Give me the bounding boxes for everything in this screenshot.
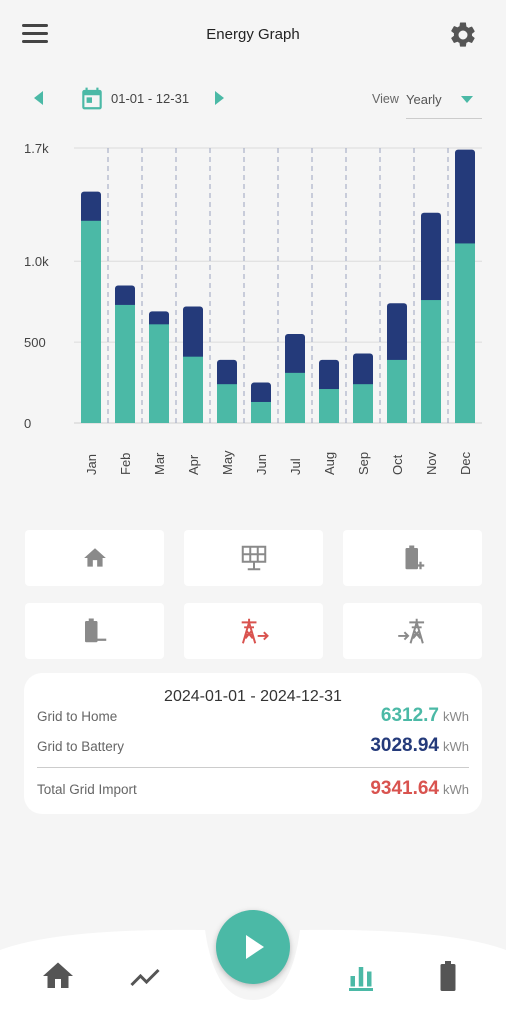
- summary-value: 6312.7: [380, 705, 439, 726]
- next-period-button[interactable]: [215, 91, 224, 105]
- view-label: View: [372, 92, 399, 106]
- bar-grid-to-battery: [251, 382, 271, 406]
- x-tick-label: Mar: [152, 452, 167, 475]
- summary-value: 3028.94: [370, 735, 439, 756]
- grid-import-category-button[interactable]: [343, 603, 482, 659]
- bar-grid-to-battery: [149, 311, 169, 329]
- play-icon: [246, 935, 264, 959]
- y-tick-label: 1.7k: [24, 141, 49, 156]
- y-tick-label: 0: [24, 416, 31, 431]
- bar-grid-to-home: [183, 356, 203, 423]
- battery-discharge-icon: [84, 618, 106, 643]
- previous-period-button[interactable]: [34, 91, 43, 105]
- x-tick-label: Jan: [84, 454, 99, 475]
- battery-discharge-category-button[interactable]: [25, 603, 164, 659]
- summary-unit: kWh: [443, 739, 469, 754]
- x-tick-label: Jul: [288, 458, 303, 475]
- divider: [37, 767, 469, 768]
- bar-grid-to-home: [421, 300, 441, 423]
- summary-date-range: 2024-01-01 - 2024-12-31: [164, 688, 342, 705]
- calendar-icon[interactable]: [79, 85, 105, 112]
- view-dropdown[interactable]: Yearly: [406, 86, 482, 119]
- battery-charge-category-button[interactable]: [343, 530, 482, 586]
- bar-grid-to-battery: [81, 191, 101, 225]
- bar-grid-to-battery: [115, 285, 135, 309]
- grid-import-icon: [397, 618, 424, 644]
- solar-panel-icon: [241, 545, 266, 571]
- summary-label: Grid to Home: [37, 709, 118, 724]
- bar-grid-to-home: [285, 372, 305, 423]
- bar-grid-to-battery: [217, 359, 237, 389]
- x-tick-label: Feb: [118, 453, 133, 475]
- summary-row-total: Total Grid Import 9341.64 kWh: [37, 778, 469, 802]
- x-tick-label: Apr: [186, 454, 201, 475]
- summary-unit: kWh: [443, 782, 469, 797]
- gear-icon[interactable]: [448, 20, 478, 50]
- x-tick-label: Nov: [424, 451, 439, 475]
- solar-category-button[interactable]: [184, 530, 323, 586]
- bar-grid-to-battery: [353, 353, 373, 389]
- bar-chart-icon[interactable]: [341, 958, 381, 994]
- y-tick-label: 1.0k: [24, 254, 49, 269]
- summary-card: 2024-01-01 - 2024-12-31 Grid to Home 631…: [24, 673, 482, 814]
- bar-grid-to-home: [115, 304, 135, 423]
- grid-export-icon: [241, 618, 269, 644]
- bar-grid-to-battery: [387, 303, 407, 364]
- bar-grid-to-home: [217, 384, 237, 423]
- battery-icon[interactable]: [428, 958, 468, 994]
- bar-grid-to-home: [455, 243, 475, 423]
- summary-total-label: Total Grid Import: [37, 782, 137, 797]
- x-tick-label: Oct: [390, 454, 405, 475]
- battery-charge-icon: [405, 545, 424, 570]
- play-button[interactable]: [216, 910, 290, 984]
- bar-grid-to-battery: [421, 212, 441, 305]
- page-title: Energy Graph: [206, 26, 300, 43]
- energy-bar-chart: 0 500 1.0k 1.7k Jan Feb Mar Apr May Jun Jul Aug Sep O…: [24, 141, 482, 475]
- bar-grid-to-home: [319, 389, 339, 423]
- bar-grid-to-battery: [319, 359, 339, 394]
- summary-total-value: 9341.64: [370, 778, 439, 799]
- chevron-down-icon: [461, 96, 473, 103]
- summary-row-grid-to-home: Grid to Home 6312.7 kWh: [37, 705, 469, 729]
- bar-grid-to-home: [81, 220, 101, 423]
- summary-row-grid-to-battery: Grid to Battery 3028.94 kWh: [37, 735, 469, 759]
- home-icon[interactable]: [38, 958, 78, 994]
- bar-grid-to-home: [353, 384, 373, 423]
- x-tick-label: Jun: [254, 454, 269, 475]
- menu-icon[interactable]: [22, 24, 48, 46]
- home-category-button[interactable]: [25, 530, 164, 586]
- y-tick-label: 500: [24, 335, 46, 350]
- x-tick-label: Dec: [458, 451, 473, 475]
- date-range-label[interactable]: 01-01 - 12-31: [111, 91, 190, 106]
- trend-icon[interactable]: [125, 958, 165, 994]
- bar-grid-to-home: [387, 359, 407, 423]
- bar-grid-to-battery: [455, 149, 475, 248]
- bar-grid-to-battery: [285, 334, 305, 377]
- x-tick-label: Aug: [322, 452, 337, 475]
- x-tick-label: May: [220, 450, 235, 475]
- bar-grid-to-home: [251, 401, 271, 423]
- bar-grid-to-battery: [183, 306, 203, 361]
- bar-grid-to-home: [149, 324, 169, 423]
- summary-label: Grid to Battery: [37, 739, 125, 754]
- summary-unit: kWh: [443, 709, 469, 724]
- home-icon: [83, 548, 106, 567]
- grid-export-category-button[interactable]: [184, 603, 323, 659]
- view-dropdown-value: Yearly: [406, 92, 442, 107]
- x-tick-label: Sep: [356, 452, 371, 475]
